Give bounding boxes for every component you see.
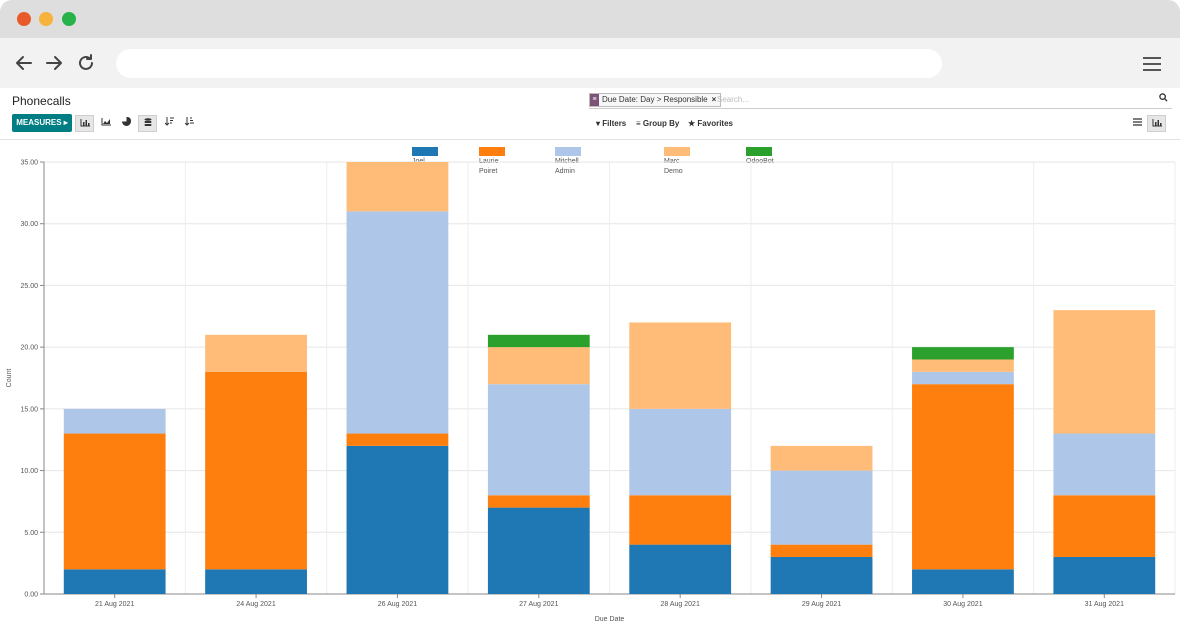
y-axis-title: Count bbox=[6, 369, 13, 388]
line-chart-icon[interactable] bbox=[96, 115, 115, 132]
bar-segment bbox=[487, 507, 590, 594]
y-tick-label: 20.00 bbox=[20, 345, 38, 352]
bar-segment bbox=[1053, 556, 1156, 594]
bar-segment bbox=[487, 334, 590, 348]
graph-view-icon[interactable] bbox=[1147, 115, 1166, 132]
stacked-icon[interactable] bbox=[138, 115, 157, 132]
search-facet: ≡ Due Date: Day > Responsible × bbox=[589, 93, 722, 107]
bar-segment bbox=[346, 433, 449, 446]
bar-segment bbox=[205, 371, 307, 570]
title-bar bbox=[0, 0, 1180, 38]
minimize-window-button[interactable] bbox=[39, 12, 53, 26]
bar-segment bbox=[346, 211, 449, 434]
search-input[interactable]: Search... bbox=[717, 95, 750, 104]
bar-segment bbox=[912, 384, 1014, 570]
bar-segment bbox=[912, 569, 1014, 594]
bar-segment bbox=[770, 445, 873, 471]
group-by-icon: ≡ bbox=[636, 119, 641, 128]
bar-segment bbox=[346, 162, 449, 212]
bar-segment bbox=[770, 470, 873, 545]
x-axis-title: Due Date bbox=[595, 616, 625, 623]
maximize-window-button[interactable] bbox=[62, 12, 76, 26]
legend-swatch bbox=[664, 147, 690, 156]
x-tick-label: 26 Aug 2021 bbox=[378, 601, 417, 608]
filters-button[interactable]: ▾ Filters bbox=[596, 119, 626, 128]
bar-segment bbox=[1053, 310, 1156, 434]
facet-label: Due Date: Day > Responsible bbox=[602, 95, 708, 104]
measures-button[interactable]: MEASURES ▸ bbox=[12, 114, 72, 132]
y-tick-label: 10.00 bbox=[20, 468, 38, 475]
hamburger-icon[interactable] bbox=[1143, 57, 1161, 71]
bar-segment bbox=[63, 408, 166, 434]
bar-segment bbox=[205, 334, 307, 372]
y-tick-label: 25.00 bbox=[20, 283, 38, 290]
x-tick-label: 30 Aug 2021 bbox=[943, 601, 982, 608]
y-tick-label: 35.00 bbox=[20, 160, 38, 167]
x-tick-label: 27 Aug 2021 bbox=[519, 601, 558, 608]
bar-segment bbox=[629, 322, 732, 409]
y-tick-label: 15.00 bbox=[20, 406, 38, 413]
browser-toolbar bbox=[0, 38, 1180, 88]
close-window-button[interactable] bbox=[17, 12, 31, 26]
breadcrumb: Phonecalls bbox=[12, 94, 71, 108]
x-tick-label: 28 Aug 2021 bbox=[661, 601, 700, 608]
y-tick-label: 5.00 bbox=[24, 530, 38, 537]
x-tick-label: 29 Aug 2021 bbox=[802, 601, 841, 608]
y-tick-label: 0.00 bbox=[24, 592, 38, 599]
bar-segment bbox=[912, 347, 1014, 360]
bar-segment bbox=[346, 445, 449, 594]
search-icon[interactable] bbox=[1159, 93, 1168, 104]
facet-remove-icon[interactable]: × bbox=[711, 95, 717, 104]
x-tick-label: 31 Aug 2021 bbox=[1085, 601, 1124, 608]
group-by-button[interactable]: ≡ Group By bbox=[636, 119, 679, 128]
bar-segment bbox=[487, 495, 590, 508]
bar-segment bbox=[912, 371, 1014, 385]
star-icon: ★ bbox=[688, 119, 696, 128]
arrow-left-icon[interactable] bbox=[13, 52, 35, 74]
sort-descending-icon[interactable] bbox=[160, 115, 179, 132]
list-view-icon[interactable] bbox=[1128, 115, 1147, 132]
filters-label: Filters bbox=[602, 119, 627, 128]
url-bar[interactable] bbox=[116, 49, 942, 78]
stacked-bar-chart: 0.00 5.00 10.00 15.00 20.00 25.00 30.00 35.00 21… bbox=[6, 160, 1176, 623]
bar-segment bbox=[1053, 433, 1156, 496]
y-tick-label: 30.00 bbox=[20, 221, 38, 228]
x-tick-label: 24 Aug 2021 bbox=[236, 601, 275, 608]
search-bar[interactable]: ≡ Due Date: Day > Responsible × Search... bbox=[589, 93, 1172, 109]
bar-segment bbox=[487, 384, 590, 496]
bar-segment bbox=[629, 495, 732, 545]
bar-segment bbox=[63, 433, 166, 570]
bar-segment bbox=[629, 408, 732, 496]
sort-ascending-icon[interactable] bbox=[180, 115, 199, 132]
group-by-label: Group By bbox=[642, 119, 680, 128]
bar-segment bbox=[205, 569, 307, 594]
bar-segment bbox=[63, 569, 166, 594]
reload-icon[interactable] bbox=[75, 52, 97, 74]
bar-segment bbox=[770, 544, 873, 557]
control-panel: Phonecalls ≡ Due Date: Day > Responsible ×… bbox=[0, 88, 1180, 140]
pie-chart-icon[interactable] bbox=[117, 115, 136, 132]
legend-swatch bbox=[746, 147, 772, 156]
filter-icon: ▾ bbox=[596, 119, 601, 128]
bar-segment bbox=[770, 556, 873, 594]
x-tick-label: 21 Aug 2021 bbox=[95, 601, 134, 608]
bar-segment bbox=[1053, 495, 1156, 557]
bar-segment bbox=[912, 359, 1014, 372]
group-by-facet-icon: ≡ bbox=[590, 94, 599, 106]
legend-swatch bbox=[479, 147, 505, 156]
arrow-right-icon[interactable] bbox=[43, 52, 65, 74]
bar-chart-icon[interactable] bbox=[75, 115, 94, 132]
legend-swatch bbox=[555, 147, 581, 156]
bar-segment bbox=[629, 544, 732, 594]
bar-segment bbox=[487, 347, 590, 385]
favorites-button[interactable]: ★ Favorites bbox=[688, 119, 733, 128]
legend-swatch bbox=[412, 147, 438, 156]
favorites-label: Favorites bbox=[697, 119, 733, 128]
